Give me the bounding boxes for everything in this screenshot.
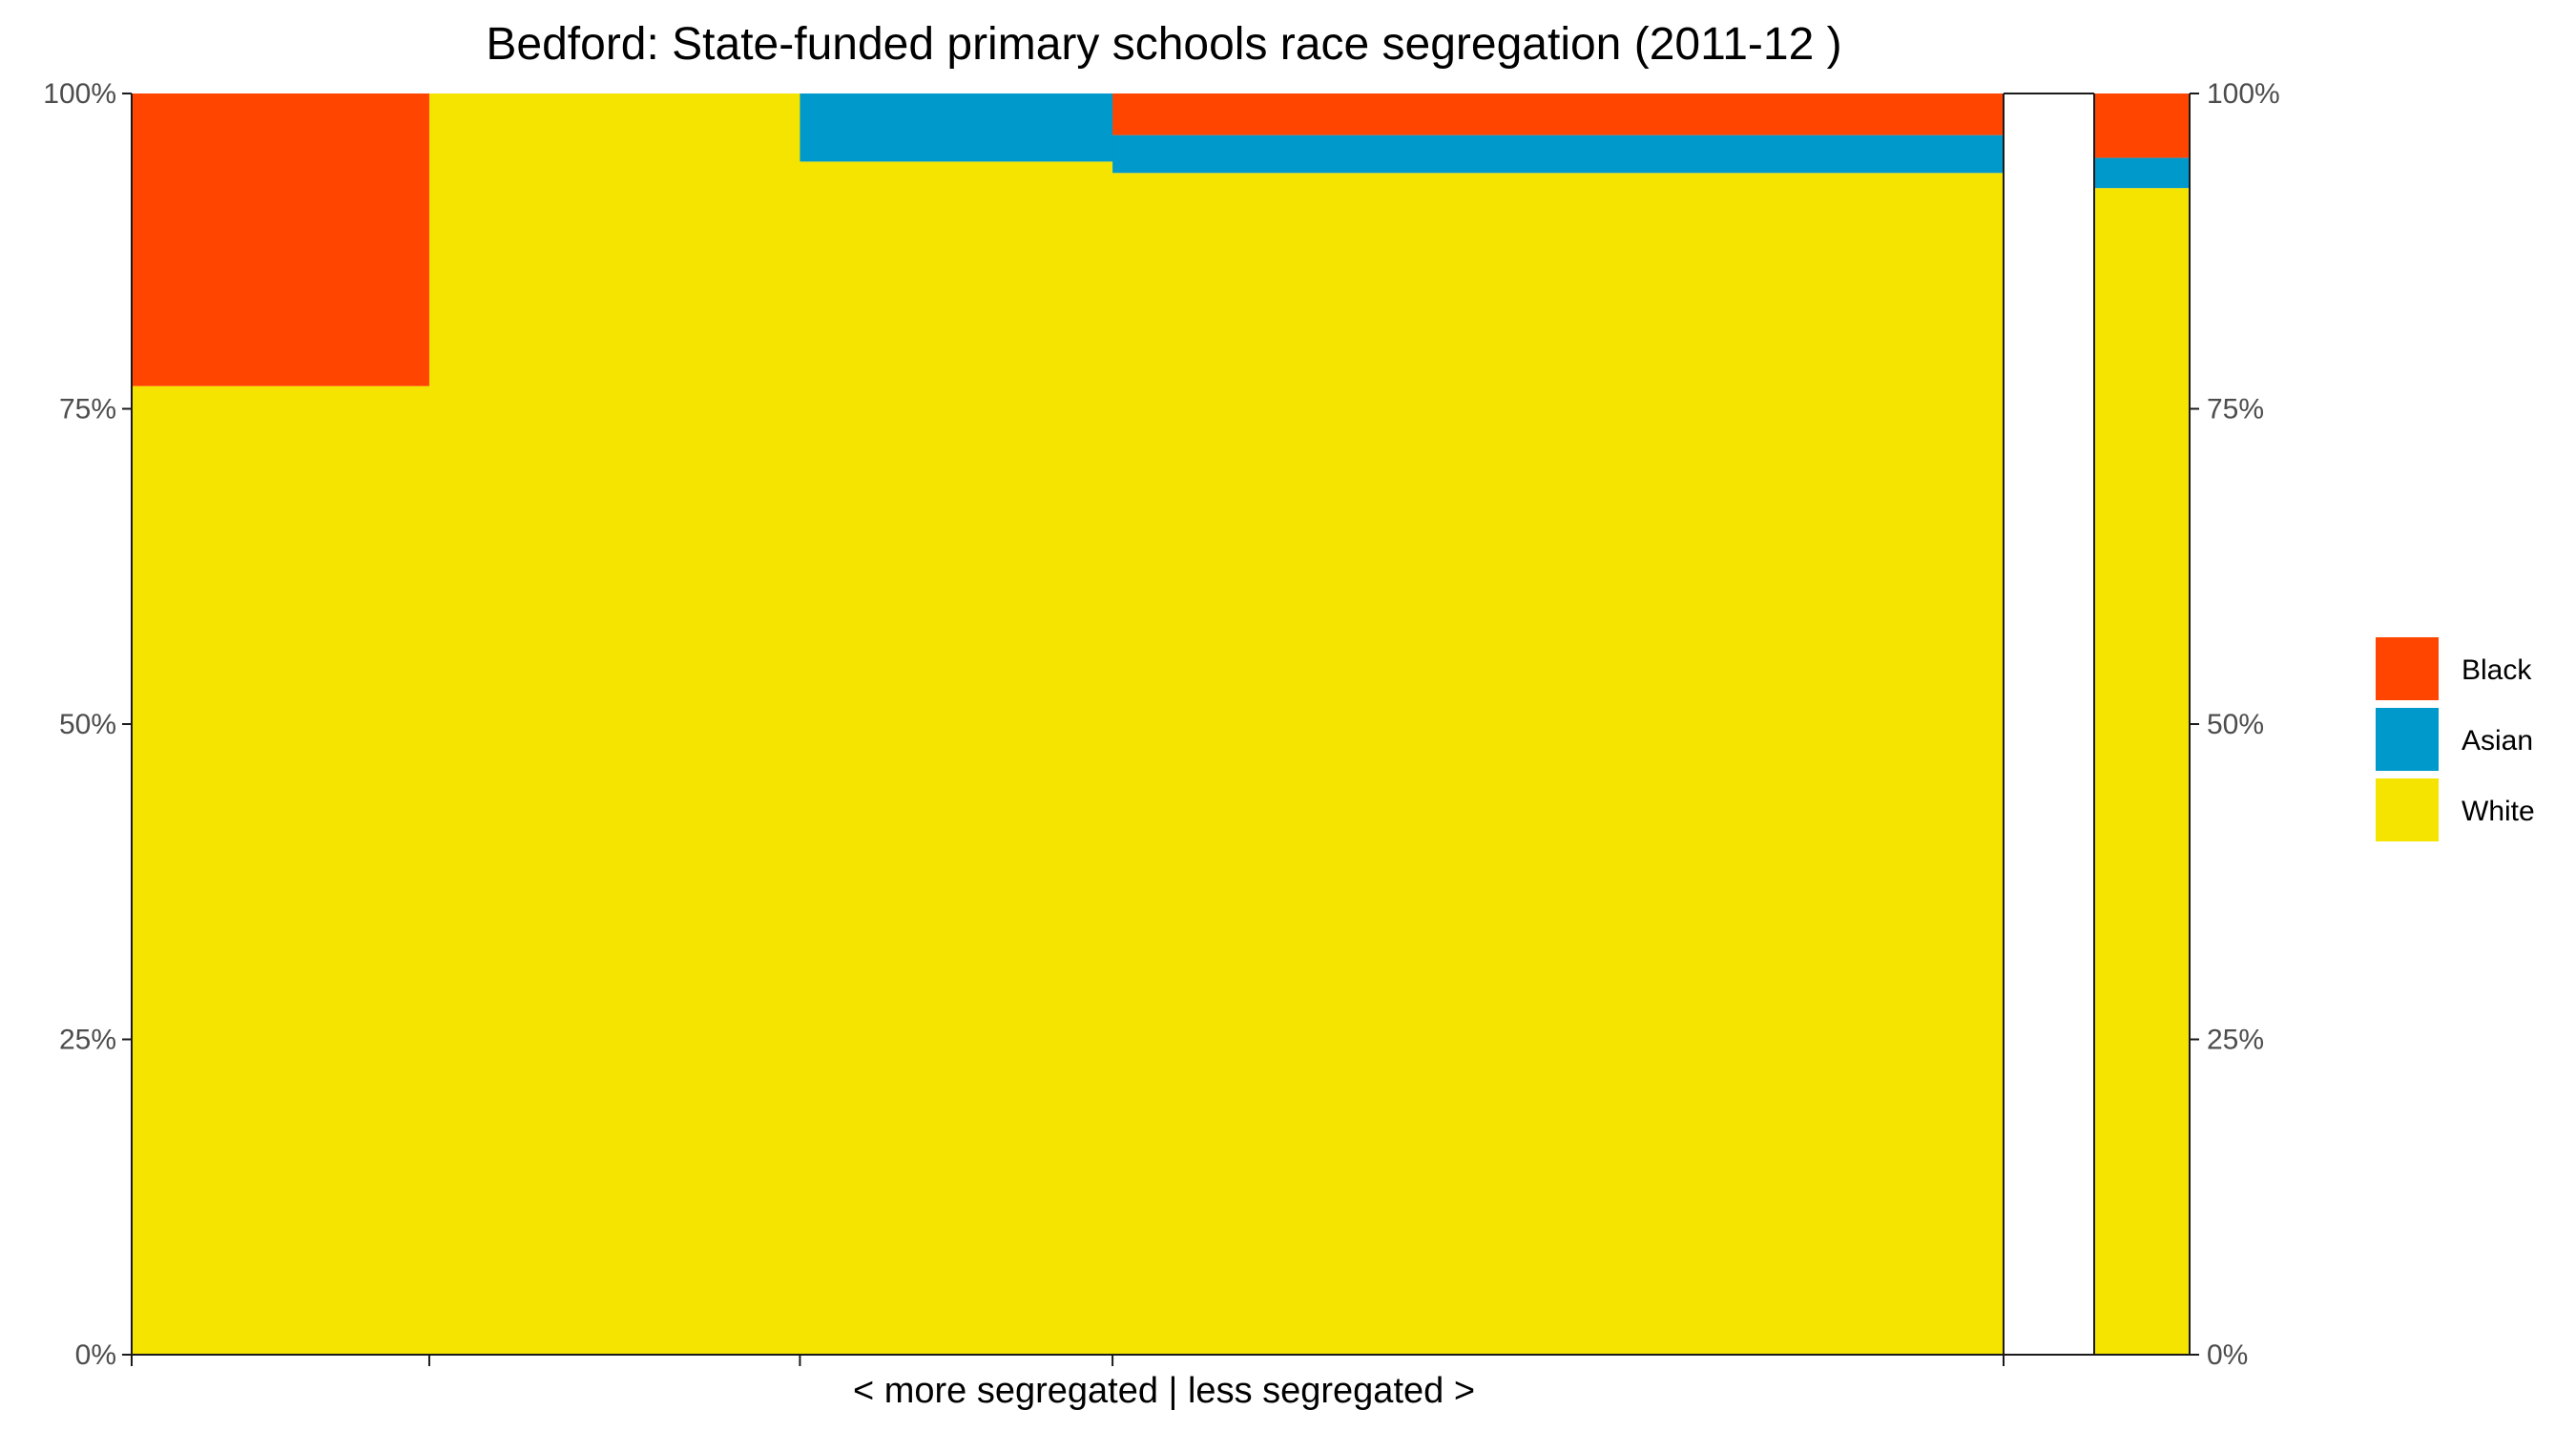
y-tick-label-right: 75%: [2207, 394, 2264, 425]
y-tick-label-left: 50%: [59, 709, 116, 740]
y-tick-label-right: 0%: [2207, 1339, 2248, 1371]
bar-segment-white-3: [800, 161, 1113, 1356]
chart-title: Bedford: State-funded primary schools ra…: [486, 19, 1841, 70]
y-tick-label-right: 25%: [2207, 1025, 2264, 1056]
bar-segment-asian-4: [1112, 135, 2005, 174]
bar-segment-black-4: [1112, 93, 2005, 135]
x-axis-label: < more segregated | less segregated >: [853, 1371, 1475, 1411]
legend-label-black: Black: [2462, 654, 2532, 686]
bar-segment-white-4: [1112, 173, 2005, 1355]
legend: Black Asian White: [2376, 637, 2535, 841]
y-tick-label-left: 75%: [59, 394, 116, 425]
legend-swatch-black: [2376, 637, 2439, 700]
bar-segment-black-1: [132, 93, 430, 386]
legend-label-white: White: [2462, 796, 2535, 827]
bar-segment-asian-3: [800, 93, 1113, 162]
y-tick-label-right: 100%: [2207, 78, 2280, 110]
y-tick-label-left: 100%: [43, 78, 116, 110]
plot-area: [132, 93, 2190, 1356]
bar-segment-white-1: [132, 385, 430, 1356]
bar-segment-white-2: [428, 93, 800, 1355]
total-bar-segment-asian: [2094, 157, 2190, 189]
total-bar-segment-black: [2094, 93, 2190, 158]
y-tick-label-left: 0%: [75, 1339, 116, 1371]
y-tick-label-right: 50%: [2207, 709, 2264, 740]
total-bar-segment-white: [2094, 188, 2190, 1355]
legend-swatch-asian: [2376, 708, 2439, 771]
y-tick-label-left: 25%: [59, 1025, 116, 1056]
legend-label-asian: Asian: [2462, 725, 2533, 757]
axes: 0% 0% 25% 25% 50% 50% 75% 75% 100% 100%: [43, 78, 2279, 1371]
legend-swatch-white: [2376, 778, 2439, 841]
